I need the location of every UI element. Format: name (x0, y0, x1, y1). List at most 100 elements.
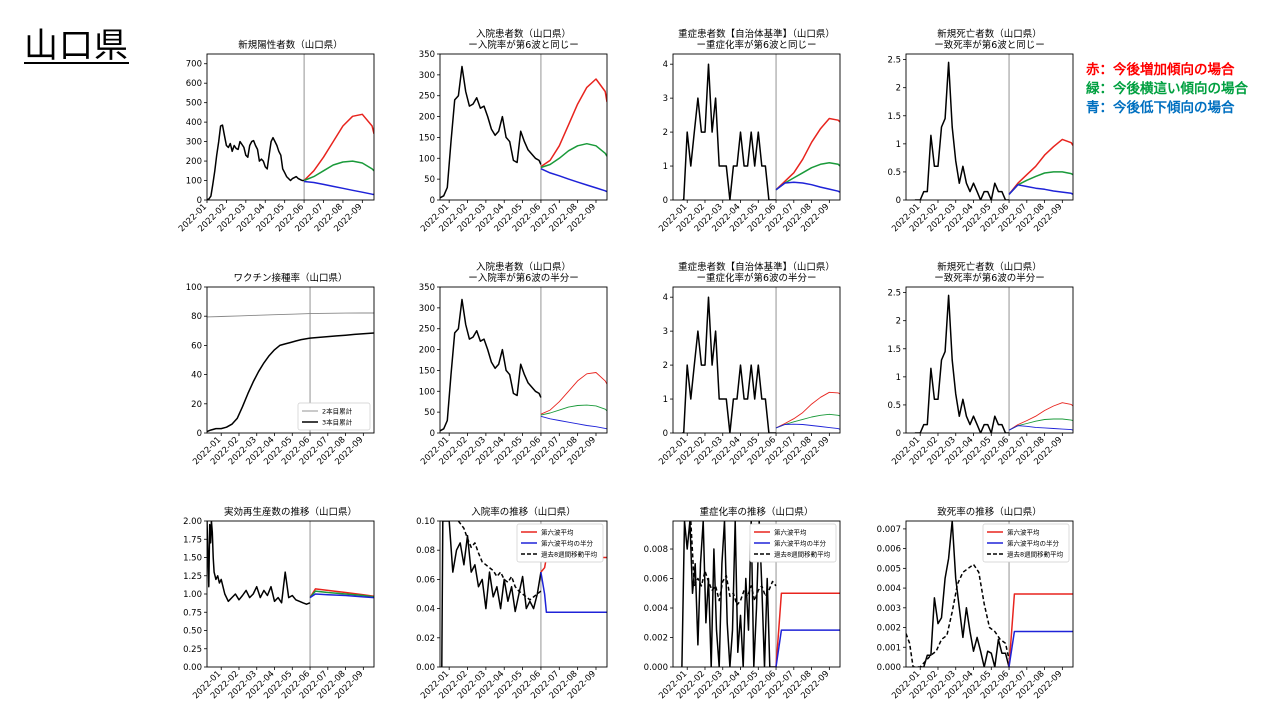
y-tick-label: 2 (896, 84, 901, 94)
chart-title: 入院率の推移（山口県） (471, 506, 576, 518)
series-line-red (303, 113, 374, 182)
series-line-black (681, 296, 776, 433)
series-line-black (681, 63, 776, 200)
chart-title: 入院患者数（山口県） (476, 28, 571, 40)
plot-frame (206, 286, 375, 434)
y-tick-label: 1.25 (183, 572, 202, 582)
series-line-blue (309, 593, 374, 599)
plot-frame (206, 520, 375, 668)
chart-title: ー致死率が第6波の半分ー (934, 272, 1045, 284)
plot-frame (439, 286, 608, 434)
series-line-black (914, 61, 1009, 200)
y-tick-label: 0.75 (183, 608, 202, 618)
y-tick-label: 200 (419, 346, 435, 356)
legend-label: 過去8週間移動平均 (1007, 550, 1064, 559)
y-tick-label: 0 (663, 196, 668, 206)
series-line-red (309, 588, 374, 598)
chart-title: 致死率の推移（山口県） (937, 506, 1042, 518)
legend-note-green: 緑：今後横這い傾向の場合 (1086, 81, 1248, 97)
chart-hosp: 入院患者数（山口県）ー入院率が第6波と同じー 0 50 100 150 200 250 300… (419, 28, 608, 234)
y-tick-label: 1 (663, 162, 668, 172)
y-tick-label: 0.00 (183, 663, 202, 673)
chart-severe_rate: 重症化率の推移（山口県）0.0000.0020.0040.0060.008202… (644, 506, 841, 701)
plot-frame (672, 520, 841, 668)
chart-deaths: 新規死亡者数（山口県）ー致死率が第6波と同じー00.511.522.52022-… (887, 28, 1074, 234)
y-tick-label: 1 (896, 373, 901, 383)
y-tick-label: 700 (186, 60, 202, 70)
y-tick-label: 300 (186, 138, 202, 148)
y-tick-label: 200 (419, 113, 435, 123)
y-tick-label: 0 (663, 429, 668, 439)
y-tick-label: 0 (896, 196, 901, 206)
series-line-black (207, 521, 311, 605)
series-line-red (540, 78, 607, 168)
series-line-green (775, 161, 840, 191)
y-tick-label: 100 (186, 283, 202, 293)
chart-title: ー入院率が第6波と同じー (468, 39, 579, 51)
series-line-green (775, 413, 840, 429)
y-tick-label: 0.5 (887, 401, 901, 411)
series-line-red (1008, 138, 1073, 195)
chart-title: ー致死率が第6波と同じー (934, 39, 1045, 51)
y-tick-label: 250 (419, 325, 435, 335)
y-tick-label: 0.00 (416, 663, 435, 673)
y-tick-label: 1.5 (887, 112, 901, 122)
y-tick-label: 4 (663, 60, 668, 70)
y-tick-label: 2.5 (887, 56, 901, 66)
plot-frame (439, 520, 608, 668)
y-tick-label: 500 (186, 99, 202, 109)
y-tick-label: 50 (424, 175, 435, 185)
series-line-blue (775, 181, 840, 193)
series-line-green (540, 142, 607, 169)
series-line-black-dashed (457, 521, 542, 601)
series-line-green (1008, 418, 1073, 431)
y-tick-label: 0.002 (877, 624, 901, 634)
y-tick-label: 0.004 (644, 604, 668, 614)
y-tick-label: 100 (419, 154, 435, 164)
plot-frame (905, 286, 1074, 434)
y-tick-label: 1.5 (887, 345, 901, 355)
y-tick-label: 0.006 (877, 545, 901, 555)
y-tick-label: 0.50 (183, 627, 202, 637)
y-tick-label: 0 (197, 196, 202, 206)
legend-label: 過去8週間移動平均 (774, 550, 831, 559)
page-title: 山口県 (24, 26, 129, 66)
legend-label: 第六波平均 (541, 528, 574, 537)
y-tick-label: 2.5 (887, 289, 901, 299)
y-tick-label: 0.02 (416, 634, 435, 644)
series-line-black-dashed (690, 521, 777, 606)
y-tick-label: 300 (419, 304, 435, 314)
y-tick-label: 2.00 (183, 517, 202, 527)
series-line-green (309, 590, 374, 599)
y-tick-label: 50 (424, 408, 435, 418)
y-tick-label: 250 (419, 92, 435, 102)
y-tick-label: 2 (663, 361, 668, 371)
plot-frame (206, 53, 375, 201)
legend-label: 3本目累計 (322, 418, 353, 427)
y-tick-label: 80 (191, 312, 202, 322)
chart-hosp_rate: 入院率の推移（山口県）0.000.020.040.060.080.102022-… (416, 506, 608, 701)
y-tick-label: 0 (896, 429, 901, 439)
y-tick-label: 0.10 (416, 517, 435, 527)
y-tick-label: 0.5 (887, 168, 901, 178)
y-tick-label: 4 (663, 293, 668, 303)
series-line-grey (207, 312, 374, 318)
y-tick-label: 0.08 (416, 546, 435, 556)
chart-cases: 新規陽性者数（山口県）01002003004005006007002022-01… (177, 39, 375, 234)
y-tick-label: 150 (419, 133, 435, 143)
plot-frame (905, 520, 1074, 668)
series-line-red (775, 592, 840, 667)
y-tick-label: 1 (663, 395, 668, 405)
y-tick-label: 0.002 (644, 634, 668, 644)
series-line-red (1008, 402, 1073, 431)
series-line-blue (775, 423, 840, 430)
chart-rt: 実効再生産数の推移（山口県） 0.00 0.25 0.50 0.75 1.00 1.25 1.… (183, 506, 375, 701)
series-line-black (914, 294, 1009, 433)
y-tick-label: 100 (419, 387, 435, 397)
series-line-blue (1008, 425, 1073, 431)
legend-box (516, 523, 604, 563)
chart-title: ー重症化率が第6波の半分ー (696, 272, 816, 284)
y-tick-label: 40 (191, 371, 202, 381)
legend-label: 第六波平均 (1007, 528, 1040, 537)
